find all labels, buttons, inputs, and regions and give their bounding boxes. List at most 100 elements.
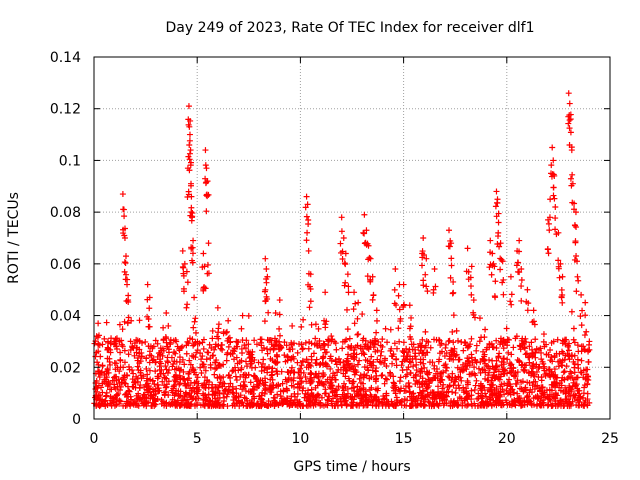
data-point <box>344 326 351 333</box>
data-point <box>332 387 339 394</box>
data-point <box>523 394 530 401</box>
y-tick-label: 0.1 <box>59 153 81 169</box>
data-point <box>578 343 585 350</box>
data-point <box>420 282 427 289</box>
data-point <box>302 374 309 381</box>
data-point <box>261 401 268 408</box>
data-point <box>400 339 407 346</box>
data-point <box>492 362 499 369</box>
data-point <box>430 286 437 293</box>
data-point <box>458 377 465 384</box>
data-point <box>463 385 470 392</box>
data-point <box>586 346 593 353</box>
data-point <box>193 385 200 392</box>
data-point <box>569 180 576 187</box>
data-point <box>440 369 447 376</box>
data-point <box>350 366 357 373</box>
data-point <box>299 357 306 364</box>
data-point <box>552 203 559 210</box>
data-point <box>257 336 264 343</box>
data-point <box>184 301 191 308</box>
data-point <box>181 361 188 368</box>
data-point <box>144 313 151 320</box>
data-point <box>199 339 206 346</box>
data-point <box>485 363 492 370</box>
data-point <box>339 248 346 255</box>
data-point <box>420 349 427 356</box>
data-point <box>566 382 573 389</box>
data-point <box>418 365 425 372</box>
x-tick-label: 0 <box>90 431 99 447</box>
data-point <box>117 356 124 363</box>
data-point <box>361 211 368 218</box>
data-point <box>406 383 413 390</box>
data-point <box>436 350 443 357</box>
data-point <box>215 329 222 336</box>
data-point <box>214 333 221 340</box>
data-point <box>194 347 201 354</box>
data-point <box>406 358 413 365</box>
data-point <box>509 386 516 393</box>
data-point <box>262 255 269 262</box>
data-point <box>554 374 561 381</box>
data-point <box>491 366 498 373</box>
data-point <box>180 397 187 404</box>
data-point <box>573 224 580 231</box>
data-point <box>532 354 539 361</box>
data-point <box>373 307 380 314</box>
data-point <box>442 361 449 368</box>
data-point <box>223 393 230 400</box>
data-point <box>142 338 149 345</box>
data-point <box>313 360 320 367</box>
data-point <box>95 332 102 339</box>
data-point <box>268 341 275 348</box>
data-point <box>189 336 196 343</box>
data-point <box>179 356 186 363</box>
data-point <box>369 296 376 303</box>
data-point <box>305 387 312 394</box>
data-point <box>574 342 581 349</box>
data-point <box>154 340 161 347</box>
data-point <box>358 350 365 357</box>
data-point <box>443 367 450 374</box>
data-point <box>499 258 506 265</box>
data-point <box>408 314 415 321</box>
data-point <box>120 402 127 409</box>
data-point <box>459 367 466 374</box>
data-point <box>190 237 197 244</box>
data-point <box>551 366 558 373</box>
data-point <box>250 393 257 400</box>
data-point <box>479 394 486 401</box>
data-point <box>540 331 547 338</box>
data-point <box>225 371 232 378</box>
data-point <box>408 341 415 348</box>
data-point <box>513 262 520 269</box>
data-point <box>310 350 317 357</box>
data-point <box>168 400 175 407</box>
data-point <box>419 381 426 388</box>
data-point <box>92 353 99 360</box>
data-point <box>416 378 423 385</box>
data-point <box>467 341 474 348</box>
data-point <box>512 380 519 387</box>
data-point <box>406 346 413 353</box>
data-point <box>370 359 377 366</box>
data-point <box>568 147 575 154</box>
data-point <box>340 398 347 405</box>
data-point <box>235 398 242 405</box>
data-point <box>463 268 470 275</box>
data-point <box>238 325 245 332</box>
data-point <box>551 352 558 359</box>
data-point <box>345 358 352 365</box>
data-point <box>434 400 441 407</box>
data-point <box>566 100 573 107</box>
data-point <box>345 343 352 350</box>
data-point <box>342 279 349 286</box>
data-point <box>163 366 170 373</box>
data-point <box>269 371 276 378</box>
data-point <box>267 355 274 362</box>
data-point <box>578 291 585 298</box>
data-point <box>97 396 104 403</box>
data-point <box>420 398 427 405</box>
